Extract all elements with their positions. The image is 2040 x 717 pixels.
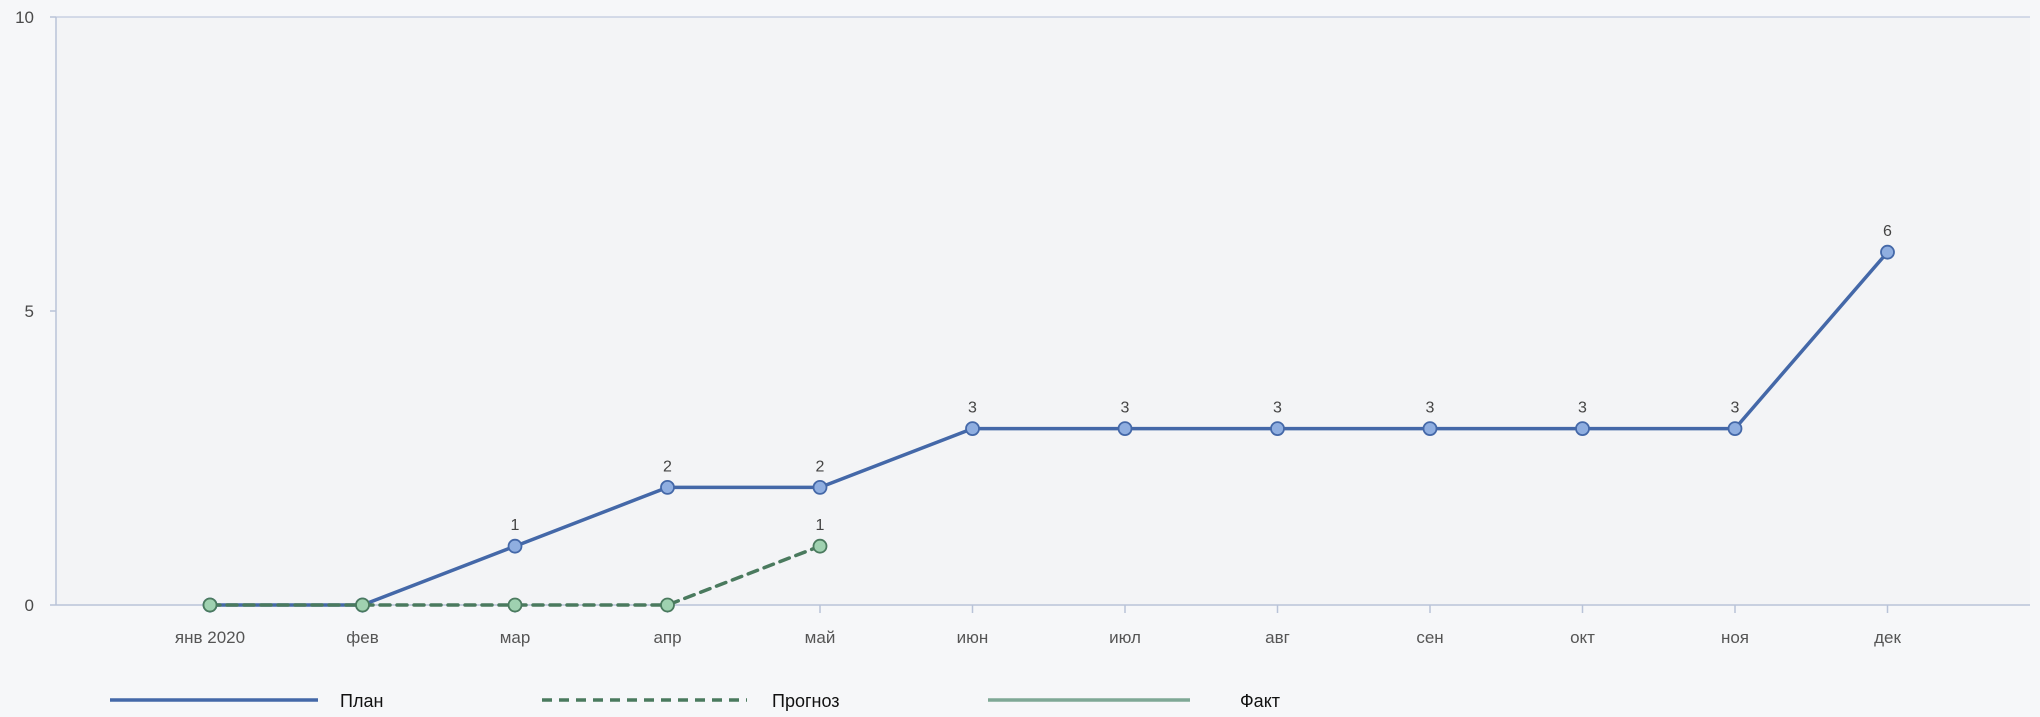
data-point	[812, 479, 828, 495]
x-tick-label: фев	[346, 628, 378, 647]
x-tick-label: мар	[500, 628, 531, 647]
data-point	[812, 538, 828, 554]
x-tick-label: сен	[1416, 628, 1443, 647]
data-label: 1	[511, 517, 520, 534]
data-point	[965, 421, 980, 437]
data-label: 3	[1426, 400, 1435, 417]
data-label: 2	[663, 458, 672, 475]
x-tick-label: авг	[1265, 628, 1290, 647]
data-point	[660, 597, 675, 613]
data-point	[660, 479, 675, 495]
x-tick-label: дек	[1874, 628, 1901, 647]
data-point	[1727, 421, 1743, 437]
x-axis-ticks: янв 2020 фев мар апр май июн июл авг сен окт ноя де…	[175, 605, 1901, 647]
data-label: 3	[1121, 400, 1130, 417]
data-label: 2	[816, 458, 825, 475]
x-tick-label: янв 2020	[175, 628, 245, 647]
data-point	[1117, 421, 1133, 437]
y-tick-label: 10	[15, 8, 34, 27]
data-label: 3	[1578, 400, 1587, 417]
data-point	[1575, 421, 1590, 437]
data-label: 3	[1273, 400, 1282, 417]
data-point	[1880, 244, 1895, 260]
x-tick-label: окт	[1570, 628, 1595, 647]
y-tick-label: 5	[25, 302, 34, 321]
legend-label: Факт	[1240, 691, 1280, 711]
x-tick-label: апр	[653, 628, 681, 647]
data-point	[1270, 421, 1285, 437]
x-tick-label: ноя	[1721, 628, 1749, 647]
series-line	[208, 250, 1890, 607]
data-point	[507, 538, 523, 554]
series-layer	[202, 244, 1895, 613]
data-point	[202, 597, 218, 613]
x-tick-label: июн	[957, 628, 989, 647]
data-label: 3	[1731, 400, 1740, 417]
axes	[55, 16, 2030, 606]
data-label: 1	[816, 517, 825, 534]
legend-label: План	[340, 691, 383, 711]
data-labels: 1 2 2 3 3 3 3 3 3 6 1	[511, 223, 1893, 534]
legend-label: Прогноз	[772, 691, 840, 711]
y-tick-label: 0	[25, 596, 34, 615]
data-point	[1422, 421, 1438, 437]
data-label: 3	[968, 400, 977, 417]
legend: План Прогноз Факт	[110, 691, 1280, 711]
x-tick-label: июл	[1109, 628, 1141, 647]
data-label: 6	[1883, 223, 1892, 240]
y-axis-ticks: 0 5 10	[15, 8, 56, 615]
x-tick-label: май	[805, 628, 836, 647]
data-point	[507, 597, 523, 613]
plot-area	[56, 17, 2030, 605]
data-point	[355, 597, 370, 613]
